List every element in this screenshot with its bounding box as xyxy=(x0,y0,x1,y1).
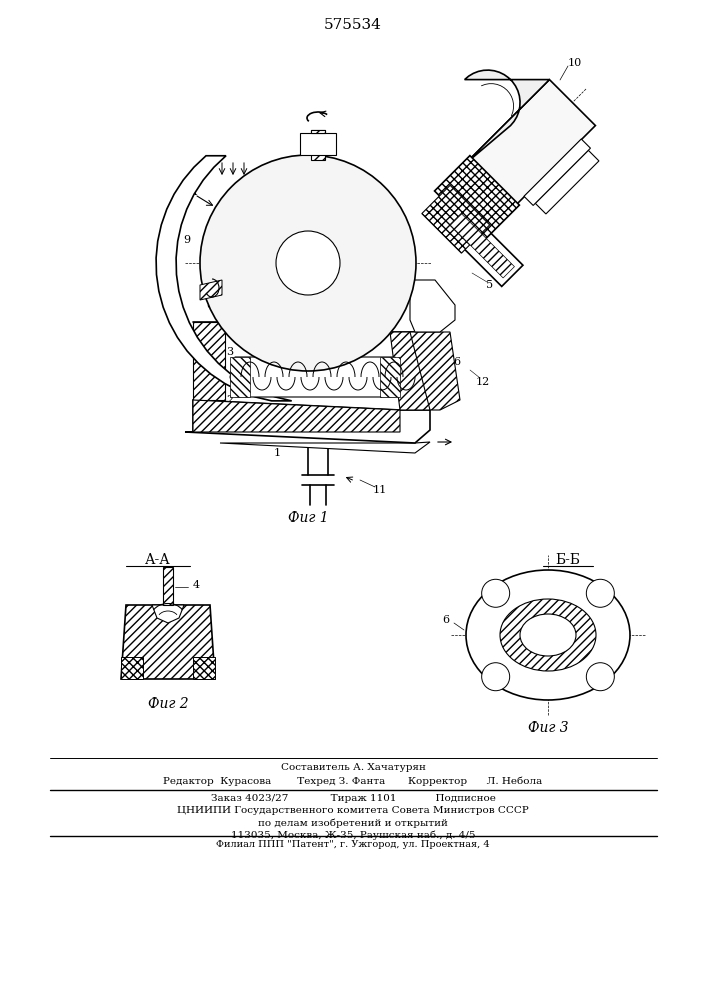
Text: ЦНИИПИ Государственного комитета Совета Министров СССР: ЦНИИПИ Государственного комитета Совета … xyxy=(177,806,529,815)
Circle shape xyxy=(481,579,510,607)
Circle shape xyxy=(481,663,510,691)
Text: 12: 12 xyxy=(476,377,490,387)
Text: Редактор  Курасова        Техред З. Фанта       Корректор      Л. Небола: Редактор Курасова Техред З. Фанта Коррек… xyxy=(163,776,543,786)
Polygon shape xyxy=(300,133,336,155)
Polygon shape xyxy=(200,280,222,300)
Text: А: А xyxy=(273,207,283,220)
Text: 575534: 575534 xyxy=(324,18,382,32)
Polygon shape xyxy=(410,332,460,410)
Polygon shape xyxy=(230,357,250,397)
Text: 10: 10 xyxy=(568,58,582,68)
Text: А-А: А-А xyxy=(145,553,171,567)
Polygon shape xyxy=(450,214,515,278)
Text: 3: 3 xyxy=(199,355,206,365)
Polygon shape xyxy=(311,130,325,160)
Polygon shape xyxy=(410,280,455,332)
Polygon shape xyxy=(464,70,549,164)
Text: Фиг 2: Фиг 2 xyxy=(148,697,188,711)
Polygon shape xyxy=(230,357,400,397)
Polygon shape xyxy=(156,156,292,401)
Polygon shape xyxy=(163,567,173,605)
Text: 2: 2 xyxy=(226,395,233,405)
Text: Заказ 4023/27             Тираж 1101            Подписное: Заказ 4023/27 Тираж 1101 Подписное xyxy=(211,794,496,803)
Circle shape xyxy=(276,231,340,295)
Text: б: б xyxy=(341,322,349,332)
Text: 2: 2 xyxy=(228,417,235,427)
Polygon shape xyxy=(535,150,599,214)
Text: A: A xyxy=(188,187,196,197)
Text: 11: 11 xyxy=(373,485,387,495)
Polygon shape xyxy=(445,209,523,286)
Circle shape xyxy=(200,155,416,371)
Text: 7: 7 xyxy=(380,415,387,425)
Text: 3: 3 xyxy=(226,347,233,357)
Text: Филиал ППП "Патент", г. Ужгород, ул. Проектная, 4: Филиал ППП "Патент", г. Ужгород, ул. Про… xyxy=(216,840,490,849)
Ellipse shape xyxy=(500,599,596,671)
Polygon shape xyxy=(193,322,225,400)
Polygon shape xyxy=(152,605,184,623)
Polygon shape xyxy=(464,80,595,210)
Text: Б-Б: Б-Б xyxy=(556,553,580,567)
Text: 8: 8 xyxy=(206,300,214,310)
Polygon shape xyxy=(435,156,520,240)
Polygon shape xyxy=(220,442,430,453)
Circle shape xyxy=(586,579,614,607)
Text: Составитель А. Хачатурян: Составитель А. Хачатурян xyxy=(281,763,426,772)
Text: б: б xyxy=(428,375,436,385)
Polygon shape xyxy=(121,605,215,679)
Text: 9: 9 xyxy=(183,235,191,245)
Polygon shape xyxy=(121,657,143,679)
Text: 6: 6 xyxy=(443,615,450,625)
Text: 4: 4 xyxy=(192,580,199,590)
Polygon shape xyxy=(390,332,430,410)
Polygon shape xyxy=(524,139,590,205)
Ellipse shape xyxy=(466,570,630,700)
Text: Фиг 1: Фиг 1 xyxy=(288,511,328,525)
Text: 113035, Москва, Ж-35, Раушская наб., д. 4/5: 113035, Москва, Ж-35, Раушская наб., д. … xyxy=(230,830,475,840)
Text: Фиг 3: Фиг 3 xyxy=(527,721,568,735)
Text: 6: 6 xyxy=(453,357,460,367)
Polygon shape xyxy=(193,400,400,432)
Circle shape xyxy=(586,663,614,691)
Polygon shape xyxy=(311,130,325,133)
Polygon shape xyxy=(422,185,490,253)
Polygon shape xyxy=(193,657,215,679)
Polygon shape xyxy=(185,400,430,443)
Polygon shape xyxy=(380,357,400,397)
Ellipse shape xyxy=(520,614,576,656)
Text: по делам изобретений и открытий: по делам изобретений и открытий xyxy=(258,818,448,828)
Text: 5: 5 xyxy=(486,280,493,290)
Text: 1: 1 xyxy=(274,448,281,458)
